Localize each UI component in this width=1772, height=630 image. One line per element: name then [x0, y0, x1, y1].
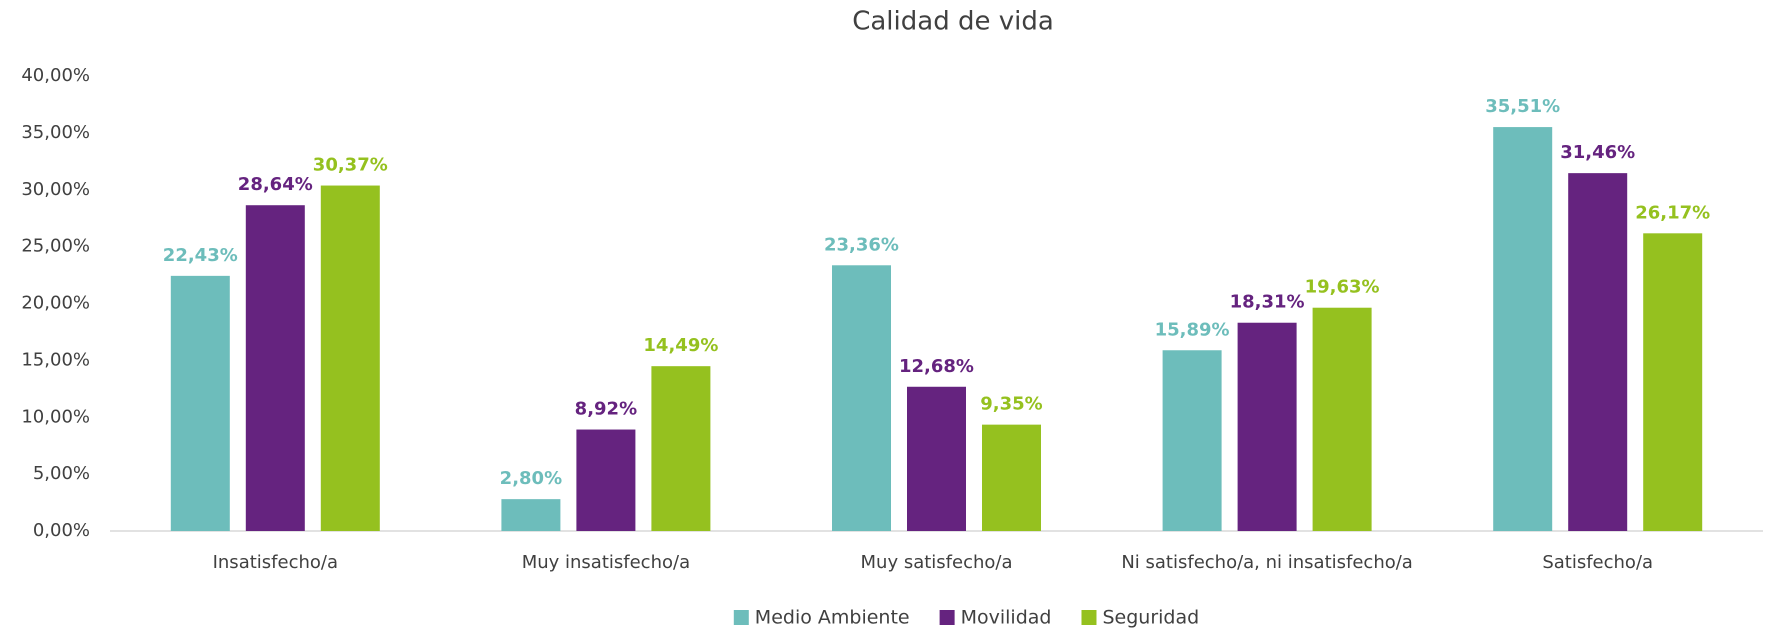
y-tick-label: 10,00%	[21, 406, 90, 427]
bar	[1643, 233, 1703, 531]
y-tick-label: 15,00%	[21, 349, 90, 370]
value-label: 28,64%	[238, 174, 313, 195]
bar	[1493, 127, 1553, 531]
value-label: 31,46%	[1560, 142, 1635, 163]
y-tick-label: 5,00%	[33, 463, 90, 484]
value-label: 30,37%	[313, 155, 388, 176]
x-tick-label: Satisfecho/a	[1542, 552, 1653, 573]
y-tick-label: 20,00%	[21, 293, 90, 314]
bar	[320, 185, 380, 531]
x-tick-label: Ni satisfecho/a, ni insatisfecho/a	[1121, 552, 1413, 573]
value-label: 15,89%	[1155, 319, 1230, 340]
value-label: 22,43%	[163, 245, 238, 266]
legend-swatch	[733, 610, 749, 625]
bar	[907, 386, 966, 531]
x-tick-label: Muy insatisfecho/a	[522, 552, 690, 573]
value-label: 23,36%	[824, 234, 899, 255]
value-label: 14,49%	[643, 335, 718, 356]
bar	[982, 424, 1041, 531]
y-tick-label: 35,00%	[21, 122, 90, 143]
legend-swatch	[1081, 610, 1097, 625]
bar	[651, 366, 711, 531]
bar	[1237, 322, 1297, 531]
bar	[170, 275, 230, 531]
legend-label: Movilidad	[961, 607, 1052, 629]
value-label: 18,31%	[1230, 292, 1305, 313]
bar	[1312, 307, 1372, 531]
x-tick-label: Insatisfecho/a	[213, 552, 338, 573]
y-tick-label: 30,00%	[21, 179, 90, 200]
bar	[1568, 173, 1628, 531]
value-label: 12,68%	[899, 356, 974, 377]
y-tick-label: 0,00%	[33, 520, 90, 541]
bar	[1162, 350, 1222, 531]
bar	[245, 205, 305, 531]
bar	[576, 429, 636, 531]
value-label: 35,51%	[1485, 96, 1560, 117]
legend-label: Seguridad	[1102, 607, 1199, 629]
chart-title: Calidad de vida	[852, 7, 1054, 37]
value-label: 9,35%	[980, 394, 1042, 415]
value-label: 8,92%	[575, 399, 637, 420]
legend-swatch	[939, 610, 955, 625]
x-tick-label: Muy satisfecho/a	[861, 552, 1013, 573]
bar	[832, 265, 891, 531]
bar	[501, 499, 561, 531]
value-label: 19,63%	[1305, 277, 1380, 298]
value-label: 26,17%	[1635, 202, 1710, 223]
y-tick-label: 40,00%	[21, 65, 90, 86]
legend-label: Medio Ambiente	[755, 607, 910, 629]
value-label: 2,80%	[500, 468, 562, 489]
y-tick-label: 25,00%	[21, 236, 90, 257]
